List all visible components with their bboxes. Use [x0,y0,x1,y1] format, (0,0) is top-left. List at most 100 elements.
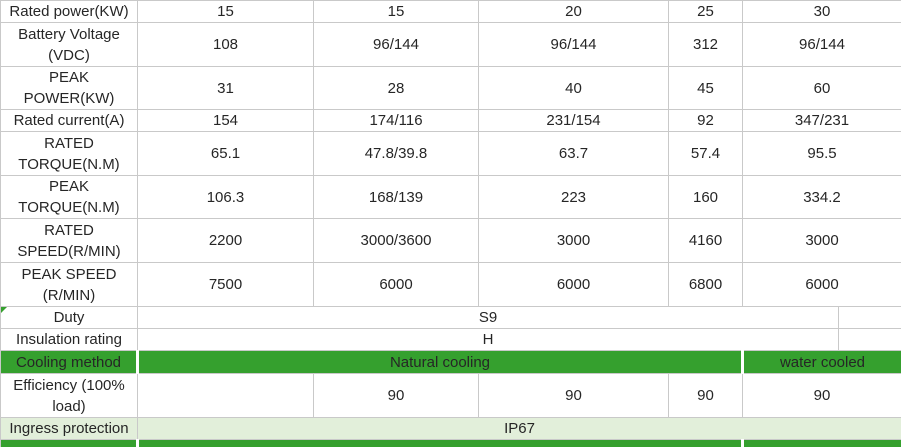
spec-value: 15 [313,0,479,23]
spec-value: 106.3 [137,175,314,219]
models-label-text: Applicable [3,444,134,447]
spec-value: 334.2 [742,175,901,219]
spec-value: 63.7 [478,131,669,176]
spec-value: 57.4 [668,131,743,176]
spec-label: Battery Voltage (VDC) [0,22,138,67]
spec-label-text: PEAK POWER(KW) [23,69,115,107]
spec-value: 28 [313,66,479,110]
spec-value: 60 [742,66,901,110]
ingress-label: Ingress protection [0,417,138,440]
table-row-rated-speed: RATED SPEED(R/MIN) 2200 3000/3600 3000 4… [0,218,901,263]
table-row-insulation: Insulation rating H [0,328,901,351]
spec-label-text: PEAK TORQUE(N.M) [18,178,120,216]
spec-value: 223 [478,175,669,219]
spec-value: 3000/3600 [313,218,479,263]
insulation-value: H [137,328,839,351]
table-row-rated-torque: RATED TORQUE(N.M) 65.1 47.8/39.8 63.7 57… [0,131,901,176]
spec-value: 25 [668,0,743,23]
spec-value: 231/154 [478,109,669,132]
efficiency-value [137,373,314,418]
efficiency-value: 90 [313,373,479,418]
spec-value: 6000 [313,262,479,307]
spec-label-text: (R/MIN) [42,286,96,304]
spec-value: 4160 [668,218,743,263]
spec-value: 6000 [742,262,901,307]
spec-label-text: Duty [53,309,85,326]
spec-value: 174/116 [313,109,479,132]
spec-label: Duty [0,306,138,329]
table-row-efficiency: Efficiency (100% load) 90 90 90 90 [0,373,901,418]
spec-value: 96/144 [742,22,901,67]
spec-value: 30 [742,0,901,23]
spec-value: 96/144 [478,22,669,67]
spec-label-text: Rated current(A) [13,112,125,129]
spec-value: 6800 [668,262,743,307]
table-row-peak-speed: PEAK SPEED (R/MIN) 7500 6000 6000 6800 6… [0,262,901,307]
models-left-value: High-speed electric passenger cars, logi… [136,439,743,447]
spec-value: 6000 [478,262,669,307]
table-row-cooling: Cooling method Natural cooling water coo… [0,350,901,374]
spec-value: 160 [668,175,743,219]
spec-label: PEAK TORQUE(N.M) [0,175,138,219]
table-row-ingress: Ingress protection IP67 [0,417,901,440]
spec-label: PEAK POWER(KW) [0,66,138,110]
spec-label-text: (VDC) [48,46,90,64]
table-row-peak-torque: PEAK TORQUE(N.M) 106.3 168/139 223 160 3… [0,175,901,219]
spec-label-text: load) [52,397,86,415]
efficiency-value: 90 [668,373,743,418]
table-row-battery-voltage: Battery Voltage (VDC) 108 96/144 96/144 … [0,22,901,67]
spec-value: 312 [668,22,743,67]
spec-value: 347/231 [742,109,901,132]
spec-value: 154 [137,109,314,132]
spec-value: 65.1 [137,131,314,176]
spec-label-text: RATED [44,221,94,239]
spec-value: 40 [478,66,669,110]
spec-value: 15 [137,0,314,23]
spec-value: 95.5 [742,131,901,176]
spec-label: Rated current(A) [0,109,138,132]
spec-value: 47.8/39.8 [313,131,479,176]
spec-value: 2200 [137,218,314,263]
models-right-value: Medium buses, logistics vehicles [741,439,901,447]
spec-label-text: SPEED(R/MIN) [17,242,121,260]
spec-label-text: TORQUE(N.M) [18,155,120,173]
spec-value: 3000 [478,218,669,263]
spec-label: RATED TORQUE(N.M) [0,131,138,176]
spec-value: 108 [137,22,314,67]
spec-value: 20 [478,0,669,23]
models-label: Applicable models [0,439,138,447]
spec-label: RATED SPEED(R/MIN) [0,218,138,263]
spec-label-text: RATED [44,134,94,152]
spec-label-text: PEAK SPEED [21,265,117,283]
table-row-peak-power: PEAK POWER(KW) 31 28 40 45 60 [0,66,901,110]
spec-label-text: Insulation rating [16,331,122,348]
empty-cell [838,328,901,351]
spec-label-text: Efficiency (100% [13,376,125,394]
spec-label-text: Battery Voltage [18,25,120,43]
spec-label: Efficiency (100% load) [0,373,138,418]
cell-corner-indicator-icon [1,307,7,313]
spec-label-text: Rated power(KW) [9,3,129,20]
empty-cell [838,306,901,329]
table-row-rated-current: Rated current(A) 154 174/116 231/154 92 … [0,109,901,132]
table-row-duty: Duty S9 [0,306,901,329]
efficiency-value: 90 [742,373,901,418]
duty-value: S9 [137,306,839,329]
cooling-method-label: Cooling method [0,350,138,374]
table-row-rated-power: Rated power(KW) 15 15 20 25 30 [0,0,901,23]
spec-label: Rated power(KW) [0,0,138,23]
spec-value: 45 [668,66,743,110]
cooling-natural-value: Natural cooling [136,350,743,374]
table-row-models: Applicable models High-speed electric pa… [0,439,901,447]
spec-value: 3000 [742,218,901,263]
spec-value: 7500 [137,262,314,307]
spec-value: 96/144 [313,22,479,67]
cooling-water-value: water cooled [741,350,901,374]
spec-label: Insulation rating [0,328,138,351]
spec-label: PEAK SPEED (R/MIN) [0,262,138,307]
spec-value: 31 [137,66,314,110]
spec-value: 92 [668,109,743,132]
spec-value: 168/139 [313,175,479,219]
